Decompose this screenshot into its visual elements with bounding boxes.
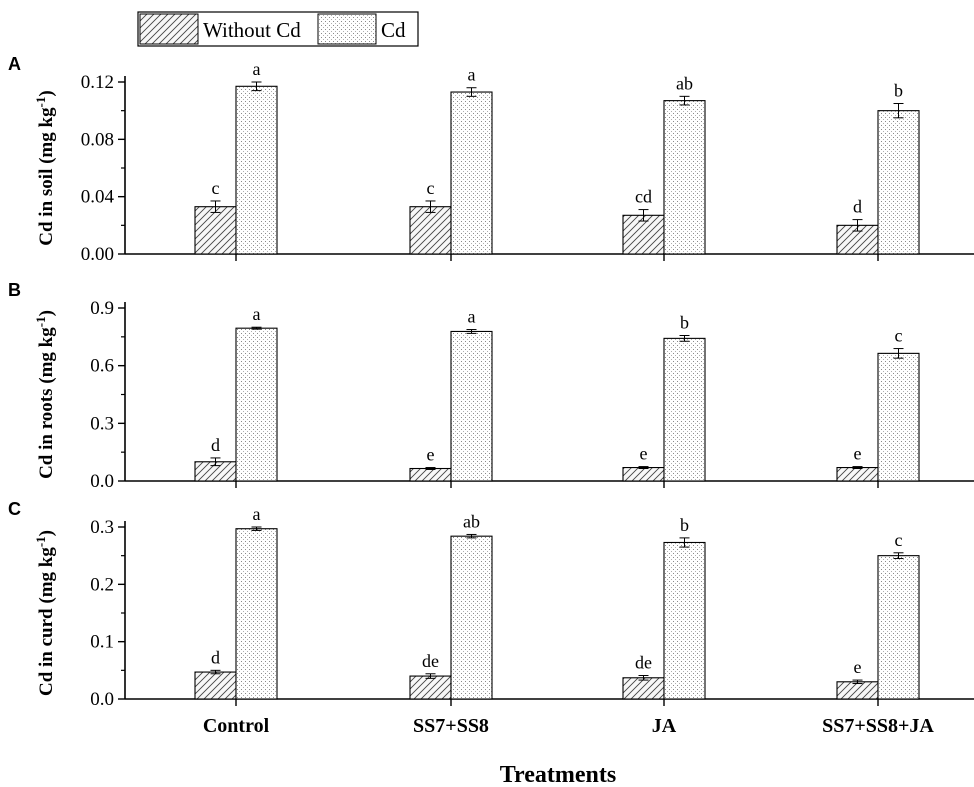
significance-letter: c [212, 178, 220, 198]
bar-without-cd [836, 466, 879, 482]
panel-letter: A [8, 54, 21, 74]
significance-letter: de [422, 651, 439, 671]
significance-letter: d [853, 197, 862, 217]
panel-c: C Cd in curd (mg kg-1) 0.0 0.1 0.2 0.3 d de de e a… [8, 499, 974, 737]
significance-letter: e [640, 444, 648, 464]
bar-without-cd [836, 681, 879, 700]
bar-without-cd [622, 677, 665, 700]
y-tick-label: 0.0 [90, 689, 114, 710]
panel-letter: C [8, 499, 21, 519]
bar-without-cd [409, 675, 452, 700]
bar-without-cd [622, 214, 665, 255]
y-tick-label: 0.08 [81, 129, 114, 150]
bar-cd [235, 85, 278, 255]
significance-letter: e [427, 445, 435, 465]
significance-letter: d [211, 435, 220, 455]
bar-without-cd [409, 206, 452, 255]
bar-cd [877, 110, 920, 255]
x-axis-label: Treatments [500, 762, 616, 787]
bar-without-cd [836, 224, 879, 255]
y-tick-label: 0.00 [81, 244, 114, 265]
y-tick-label: 0.3 [90, 517, 114, 538]
panel-letter: B [8, 280, 21, 300]
significance-letter: c [895, 530, 903, 550]
legend-swatch-without-cd [139, 13, 199, 45]
significance-letter: a [253, 59, 261, 79]
y-tick-label: 0.2 [90, 574, 114, 595]
legend: Without Cd Cd [137, 11, 419, 47]
y-axis-label: Cd in soil (mg kg-1) [33, 90, 58, 245]
significance-letter: b [680, 312, 689, 332]
significance-letter: a [468, 65, 476, 85]
significance-letter: c [427, 178, 435, 198]
significance-letter: d [211, 647, 220, 667]
significance-letter: a [253, 504, 261, 524]
bar-cd [450, 330, 493, 482]
legend-label-without-cd: Without Cd [203, 18, 301, 42]
bar-cd [235, 528, 278, 700]
y-axis-label: Cd in curd (mg kg-1) [33, 530, 58, 696]
significance-letter: cd [635, 187, 652, 207]
bar-cd [235, 327, 278, 482]
bar-without-cd [622, 466, 665, 482]
bar-without-cd [409, 467, 452, 482]
bar-cd [877, 352, 920, 482]
y-tick-label: 0.6 [90, 356, 114, 377]
significance-letter: e [854, 444, 862, 464]
bar-cd [450, 91, 493, 255]
significance-letter: ab [463, 511, 480, 531]
x-tick-label: JA [652, 715, 677, 737]
y-tick-label: 0.04 [81, 187, 115, 208]
x-tick-label: SS7+SS8+JA [822, 715, 934, 737]
significance-letter: ab [676, 73, 693, 93]
panel-b: B Cd in roots (mg kg-1) 0.0 0.3 0.6 0.9 d e e e a a… [8, 280, 974, 492]
significance-letter: a [468, 307, 476, 327]
significance-letter: b [894, 81, 903, 101]
significance-letter: a [253, 304, 261, 324]
bar-without-cd [194, 206, 237, 255]
y-tick-label: 0.9 [90, 298, 114, 319]
y-tick-label: 0.12 [81, 72, 114, 93]
significance-letter: de [635, 652, 652, 672]
bar-cd [663, 100, 706, 255]
x-tick-label: Control [203, 715, 270, 737]
legend-swatch-cd [317, 13, 377, 45]
legend-label-cd: Cd [381, 18, 406, 42]
y-tick-label: 0.3 [90, 413, 114, 434]
significance-letter: b [680, 515, 689, 535]
significance-letter: c [895, 326, 903, 346]
bar-cd [450, 535, 493, 700]
y-axis-label: Cd in roots (mg kg-1) [33, 310, 58, 479]
bar-cd [877, 555, 920, 700]
significance-letter: e [854, 657, 862, 677]
bar-without-cd [194, 671, 237, 700]
panel-a: A Cd in soil (mg kg-1) 0.00 0.04 0.08 0.12 c c c… [8, 54, 974, 265]
y-tick-label: 0.0 [90, 471, 114, 492]
x-tick-label: SS7+SS8 [413, 715, 489, 737]
panels: A Cd in soil (mg kg-1) 0.00 0.04 0.08 0.12 c c c… [8, 54, 974, 737]
bar-cd [663, 541, 706, 700]
bar-cd [663, 337, 706, 482]
y-tick-label: 0.1 [90, 632, 114, 653]
